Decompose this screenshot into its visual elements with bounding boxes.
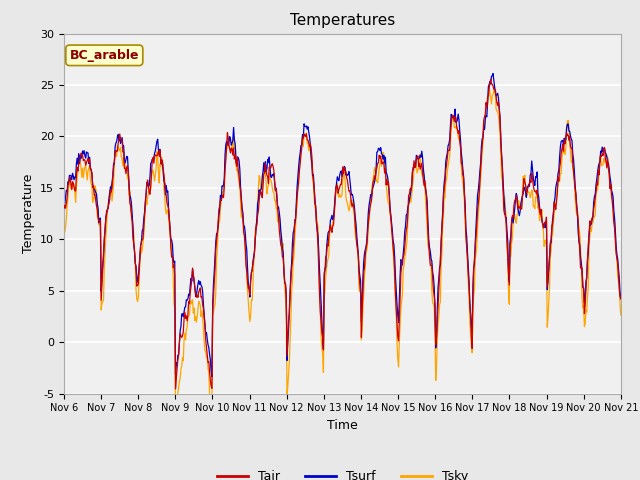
Title: Temperatures: Temperatures [290, 13, 395, 28]
Text: BC_arable: BC_arable [70, 49, 139, 62]
X-axis label: Time: Time [327, 419, 358, 432]
Y-axis label: Temperature: Temperature [22, 174, 35, 253]
Legend: Tair, Tsurf, Tsky: Tair, Tsurf, Tsky [212, 465, 473, 480]
